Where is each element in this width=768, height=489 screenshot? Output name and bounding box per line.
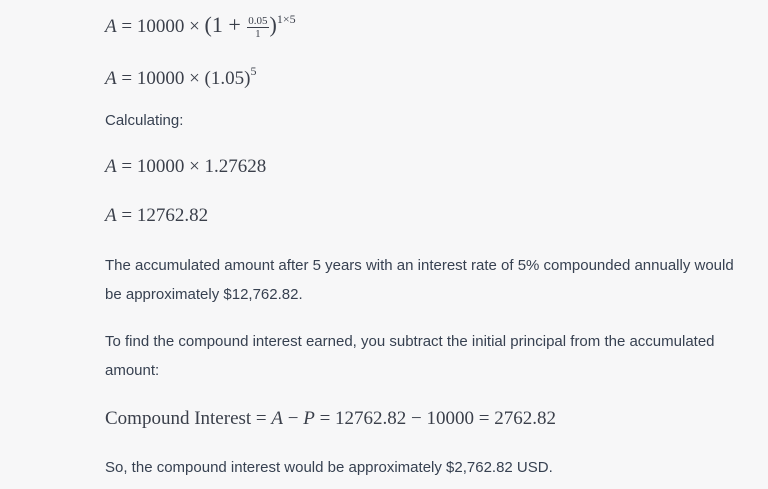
math-term: A — [105, 205, 117, 226]
math-equation: A = 10000 × (1.05)5 — [105, 56, 745, 94]
math-term: P — [303, 408, 315, 429]
math-term: A — [105, 156, 117, 177]
math-term: A — [105, 68, 117, 89]
math-term: A — [105, 16, 117, 37]
math-term: Compound Interest = — [105, 408, 272, 429]
numerator: 0.05 — [247, 15, 269, 29]
math-equation: A = 10000 × (1 + 0.05 1)1×5 — [105, 4, 745, 42]
paragraph: The accumulated amount after 5 years wit… — [105, 257, 734, 303]
math-term: = 12762.82 − 10000 = 2762.82 — [314, 408, 556, 429]
math-term: ) — [269, 12, 277, 37]
math-term: = 10000 × — [116, 16, 205, 37]
paragraph: To find the compound interest earned, yo… — [105, 333, 715, 379]
math-term: − — [283, 408, 304, 429]
math-term: (1 + — [204, 12, 247, 37]
exponent: 1×5 — [276, 12, 296, 26]
fraction: 0.05 1 — [247, 15, 269, 41]
math-term: = 12762.82 — [116, 205, 209, 226]
exponent: 5 — [250, 64, 257, 78]
math-equation: A = 10000 × 1.27628 — [105, 152, 745, 182]
math-term: = 10000 × (1.05) — [116, 68, 251, 89]
math-equation: Compound Interest = A − P = 12762.82 − 1… — [105, 404, 745, 434]
math-term: A — [271, 408, 283, 429]
paragraph: Calculating: — [105, 112, 184, 129]
paragraph: So, the compound interest would be appro… — [105, 459, 553, 476]
math-equation: A = 12762.82 — [105, 201, 745, 231]
math-term: = 10000 × 1.27628 — [116, 156, 267, 177]
denominator: 1 — [255, 28, 261, 41]
